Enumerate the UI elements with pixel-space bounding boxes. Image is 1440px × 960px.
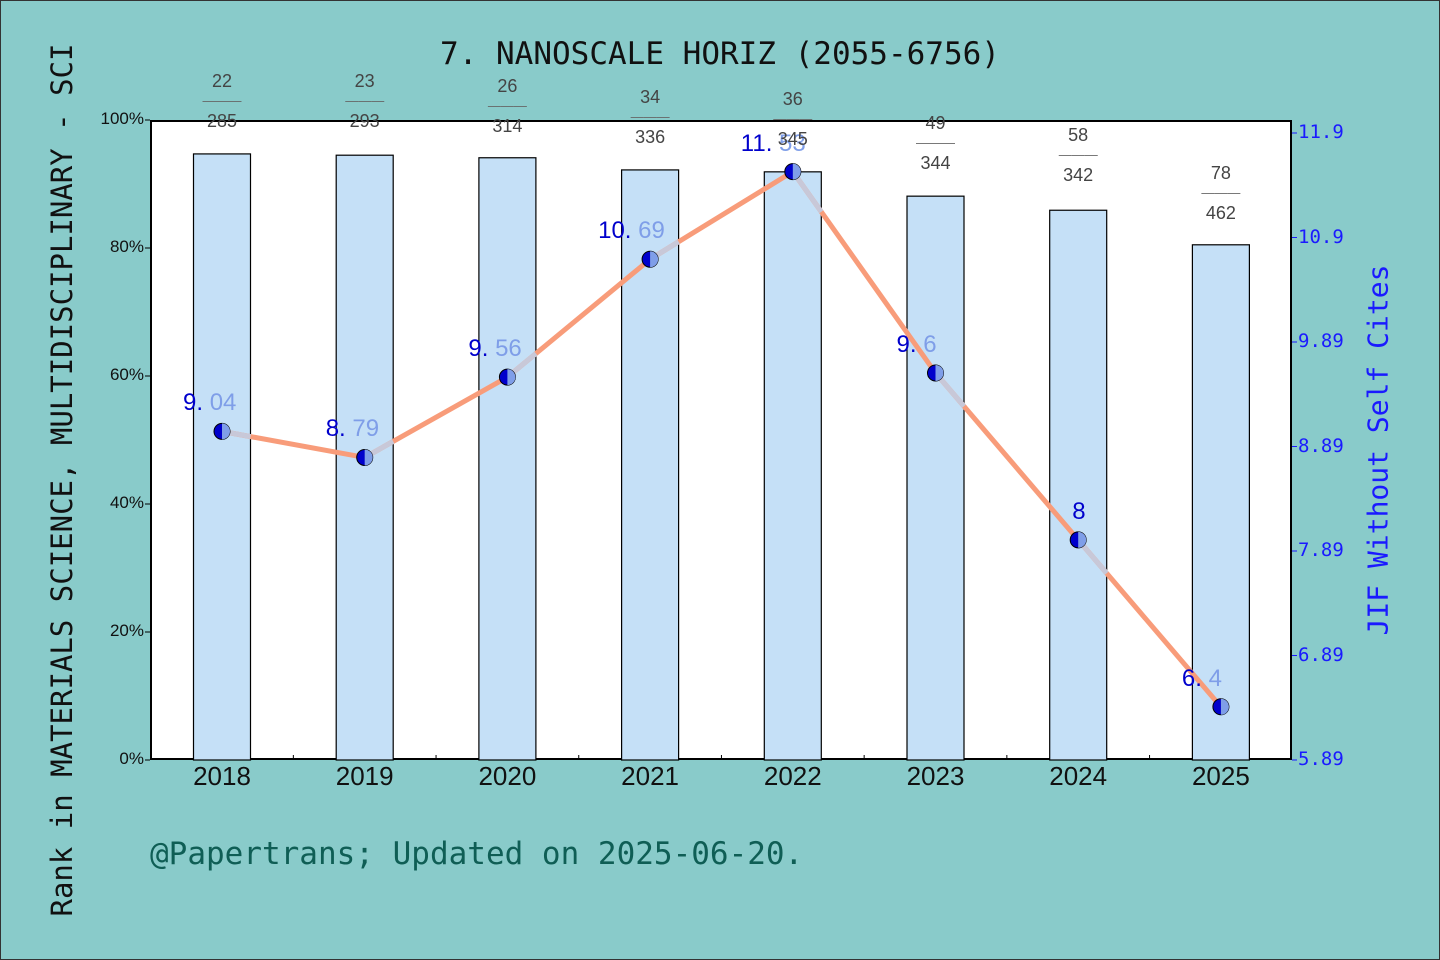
- bar-2018: [192, 153, 252, 761]
- jif-marker-half: [650, 251, 659, 268]
- jif-marker-half: [792, 163, 801, 180]
- jif-value-label: 6. 4: [1181, 664, 1222, 692]
- bar-2023: [906, 195, 965, 761]
- jif-marker-half: [1220, 698, 1229, 715]
- chart-title: 7. NANOSCALE HORIZ (2055-6756): [440, 36, 1000, 72]
- rank-ratio-label-2018: 22 ——— 285: [202, 71, 242, 131]
- rank-ratio-label-2020: 26 ——— 314: [487, 76, 527, 136]
- jif-value-label: 10. 69: [598, 217, 665, 245]
- left-tick-label: 100%: [100, 109, 144, 128]
- x-tick-label-2023: 2023: [906, 761, 965, 791]
- left-tick-label: 40%: [109, 493, 144, 512]
- x-tick-label-2022: 2022: [763, 761, 822, 791]
- jif-value-label: 11. 53: [740, 129, 806, 157]
- rank-ratio-label-2019: 23 ——— 293: [345, 71, 385, 131]
- x-tick-label-2018: 2018: [193, 761, 251, 791]
- left-tick-label: 0%: [119, 749, 144, 768]
- right-tick-label: 6.89: [1298, 643, 1344, 666]
- rank-ratio-label-2025: 78 ——— 462: [1201, 163, 1241, 223]
- footer-credit: @Papertrans; Updated on 2025-06-20.: [150, 836, 804, 872]
- right-tick-label: 8.89: [1298, 434, 1344, 457]
- x-tick-label-2020: 2020: [478, 761, 537, 791]
- jif-marker-half: [935, 364, 944, 381]
- right-tick-label: 7.89: [1298, 539, 1344, 561]
- bar-2021: [620, 169, 680, 761]
- rank-ratio-label-2022: 36 ——— 345: [773, 89, 813, 149]
- jif-marker-half: [507, 369, 516, 386]
- jif-value-label: 8. 79: [325, 415, 380, 443]
- x-tick-label-2025: 2025: [1191, 761, 1250, 791]
- left-tick-label: 20%: [109, 621, 144, 640]
- left-tick-label: 60%: [109, 365, 144, 384]
- right-tick-label: 9.89: [1298, 330, 1344, 352]
- jif-marker-half: [364, 449, 373, 466]
- rank-ratio-label-2021: 34 ——— 336: [630, 87, 670, 147]
- jif-marker-half: [1078, 531, 1087, 548]
- jif-value-label: 9. 56: [468, 335, 522, 363]
- rank-ratio-label-2023: 49 ——— 344: [916, 113, 955, 173]
- bar-2025: [1191, 244, 1251, 761]
- jif-value-label: 9. 04: [183, 389, 237, 417]
- x-tick-label-2019: 2019: [335, 761, 394, 791]
- left-tick-label: 80%: [109, 237, 144, 256]
- x-tick-label-2021: 2021: [621, 761, 680, 791]
- bar-2020: [478, 157, 537, 761]
- jif-value-label: 9. 6: [896, 330, 937, 358]
- right-tick-label: 11.9: [1298, 121, 1344, 143]
- right-tick-label: 5.89: [1298, 748, 1344, 770]
- rank-ratio-label-2024: 58 ——— 342: [1058, 125, 1098, 185]
- bar-2024: [1049, 209, 1108, 761]
- jif-marker-half: [222, 423, 230, 440]
- right-tick-label: 10.9: [1298, 225, 1344, 248]
- jif-value-label: 8: [1072, 497, 1086, 525]
- x-tick-label-2024: 2024: [1049, 761, 1108, 791]
- bar-2022: [763, 171, 822, 761]
